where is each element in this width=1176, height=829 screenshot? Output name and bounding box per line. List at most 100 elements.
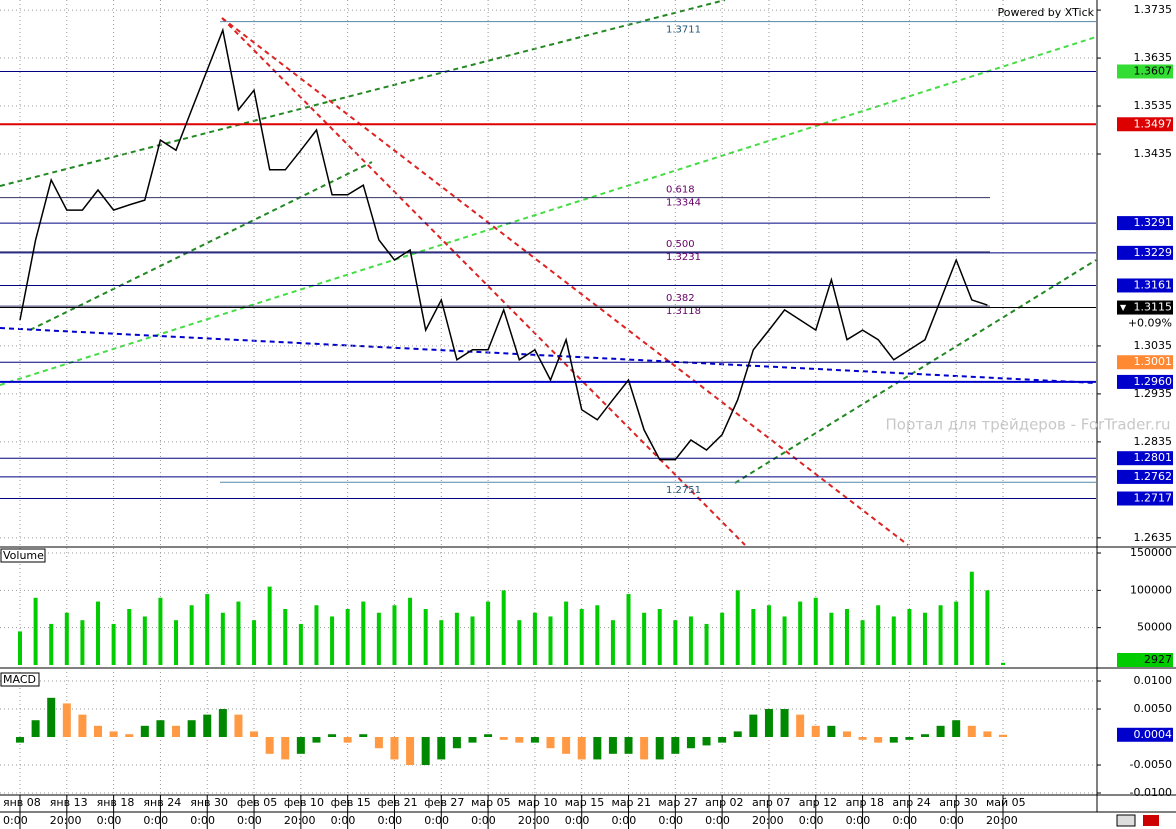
bar [484, 734, 493, 738]
bar [205, 594, 210, 665]
panel-title-box [0, 548, 46, 563]
bar [281, 737, 290, 760]
bar [704, 623, 709, 665]
x-time-label: 0:00 [799, 814, 824, 827]
y-tick-label: 100000 [1130, 583, 1172, 596]
price-label-box [1117, 278, 1173, 293]
bar [657, 609, 662, 665]
x-time-label: 0:00 [612, 814, 637, 827]
x-tick-label: май 05 [986, 796, 1026, 809]
y-tick-label: 0.0100 [1134, 674, 1173, 687]
x-time-label: 0:00 [892, 814, 917, 827]
scroll-button[interactable] [1116, 814, 1136, 827]
bar [1001, 662, 1005, 665]
trend-line [0, 0, 726, 187]
bar [735, 590, 740, 665]
bar [905, 737, 914, 740]
x-tick-label: апр 24 [892, 796, 930, 809]
bar [250, 731, 259, 738]
bar [967, 725, 976, 738]
bar [827, 725, 836, 738]
bar [62, 703, 71, 738]
price-label: 1.3001 [1134, 355, 1173, 368]
x-time-label: 0:00 [565, 814, 590, 827]
price-label: 1.3497 [1134, 117, 1173, 130]
bar [47, 697, 56, 738]
bar [265, 737, 274, 754]
bar [406, 737, 415, 766]
x-tick-label: янв 08 [3, 796, 41, 809]
x-time-label: 0:00 [658, 814, 683, 827]
bar [296, 737, 305, 754]
bar [501, 590, 506, 665]
watermark: Портал для трейдеров - ForTrader.ru [885, 416, 1170, 434]
bar [798, 601, 803, 665]
bar [891, 616, 896, 665]
x-tick-label: фев 21 [377, 796, 417, 809]
price-label-box [1117, 245, 1173, 260]
bar [158, 597, 163, 665]
bar [218, 709, 227, 738]
bar [374, 737, 383, 749]
bar [376, 612, 381, 665]
bar [720, 612, 725, 665]
x-time-label: 20:00 [752, 814, 784, 827]
x-tick-label: янв 13 [50, 796, 88, 809]
bar [361, 601, 366, 665]
price-label: 1.3291 [1134, 216, 1173, 229]
bar [938, 605, 943, 665]
fib-ratio: 0.618 [666, 185, 695, 196]
bar [642, 612, 647, 665]
x-tick-label: апр 12 [799, 796, 837, 809]
bar [579, 609, 584, 665]
bar [751, 609, 756, 665]
bar [252, 620, 257, 665]
x-time-label: 0:00 [143, 814, 168, 827]
x-time-label: 20:00 [986, 814, 1018, 827]
x-tick-label: мар 15 [565, 796, 605, 809]
price-label: 1.2960 [1134, 375, 1173, 388]
bar [530, 737, 539, 743]
bar [125, 734, 134, 738]
y-tick-label: 0.0050 [1134, 702, 1173, 715]
y-tick-label: 1.3535 [1134, 99, 1173, 112]
bar [626, 594, 631, 665]
bar [686, 737, 695, 749]
y-tick-label: 1.3435 [1134, 147, 1173, 160]
bar [608, 737, 617, 754]
price-line [19, 27, 988, 461]
x-time-label: 0:00 [846, 814, 871, 827]
price-label: 1.2762 [1134, 470, 1173, 483]
last-arrow: ▼ [1120, 303, 1127, 312]
bar [969, 571, 974, 665]
y-tick-label: 1.2835 [1134, 435, 1173, 448]
bar [454, 612, 459, 665]
bar [16, 737, 24, 743]
bar [920, 734, 929, 738]
scroll-button[interactable] [1143, 815, 1159, 826]
fib-price: 1.3344 [666, 198, 701, 209]
bar [749, 714, 758, 738]
price-label-box [1117, 216, 1173, 231]
price-label: 1.3161 [1134, 278, 1173, 291]
bar [142, 616, 147, 665]
y-tick-label: -0.0100 [1130, 786, 1172, 799]
marker-label: 1.2751 [666, 485, 701, 496]
x-tick-label: мар 10 [518, 796, 558, 809]
x-time-label: 0:00 [705, 814, 730, 827]
bar [595, 605, 600, 665]
bar [390, 737, 399, 760]
credit: Powered by XTick [998, 6, 1095, 19]
x-tick-label: фев 15 [331, 796, 371, 809]
bar [345, 609, 350, 665]
x-time-label: 20:00 [518, 814, 550, 827]
bar [766, 605, 771, 665]
bar [437, 737, 446, 760]
bar [548, 616, 553, 665]
bar [64, 612, 69, 665]
y-tick-label: 1.2635 [1134, 531, 1173, 544]
fib-ratio: 0.500 [666, 239, 695, 250]
bar [203, 714, 212, 738]
bar [486, 601, 491, 665]
